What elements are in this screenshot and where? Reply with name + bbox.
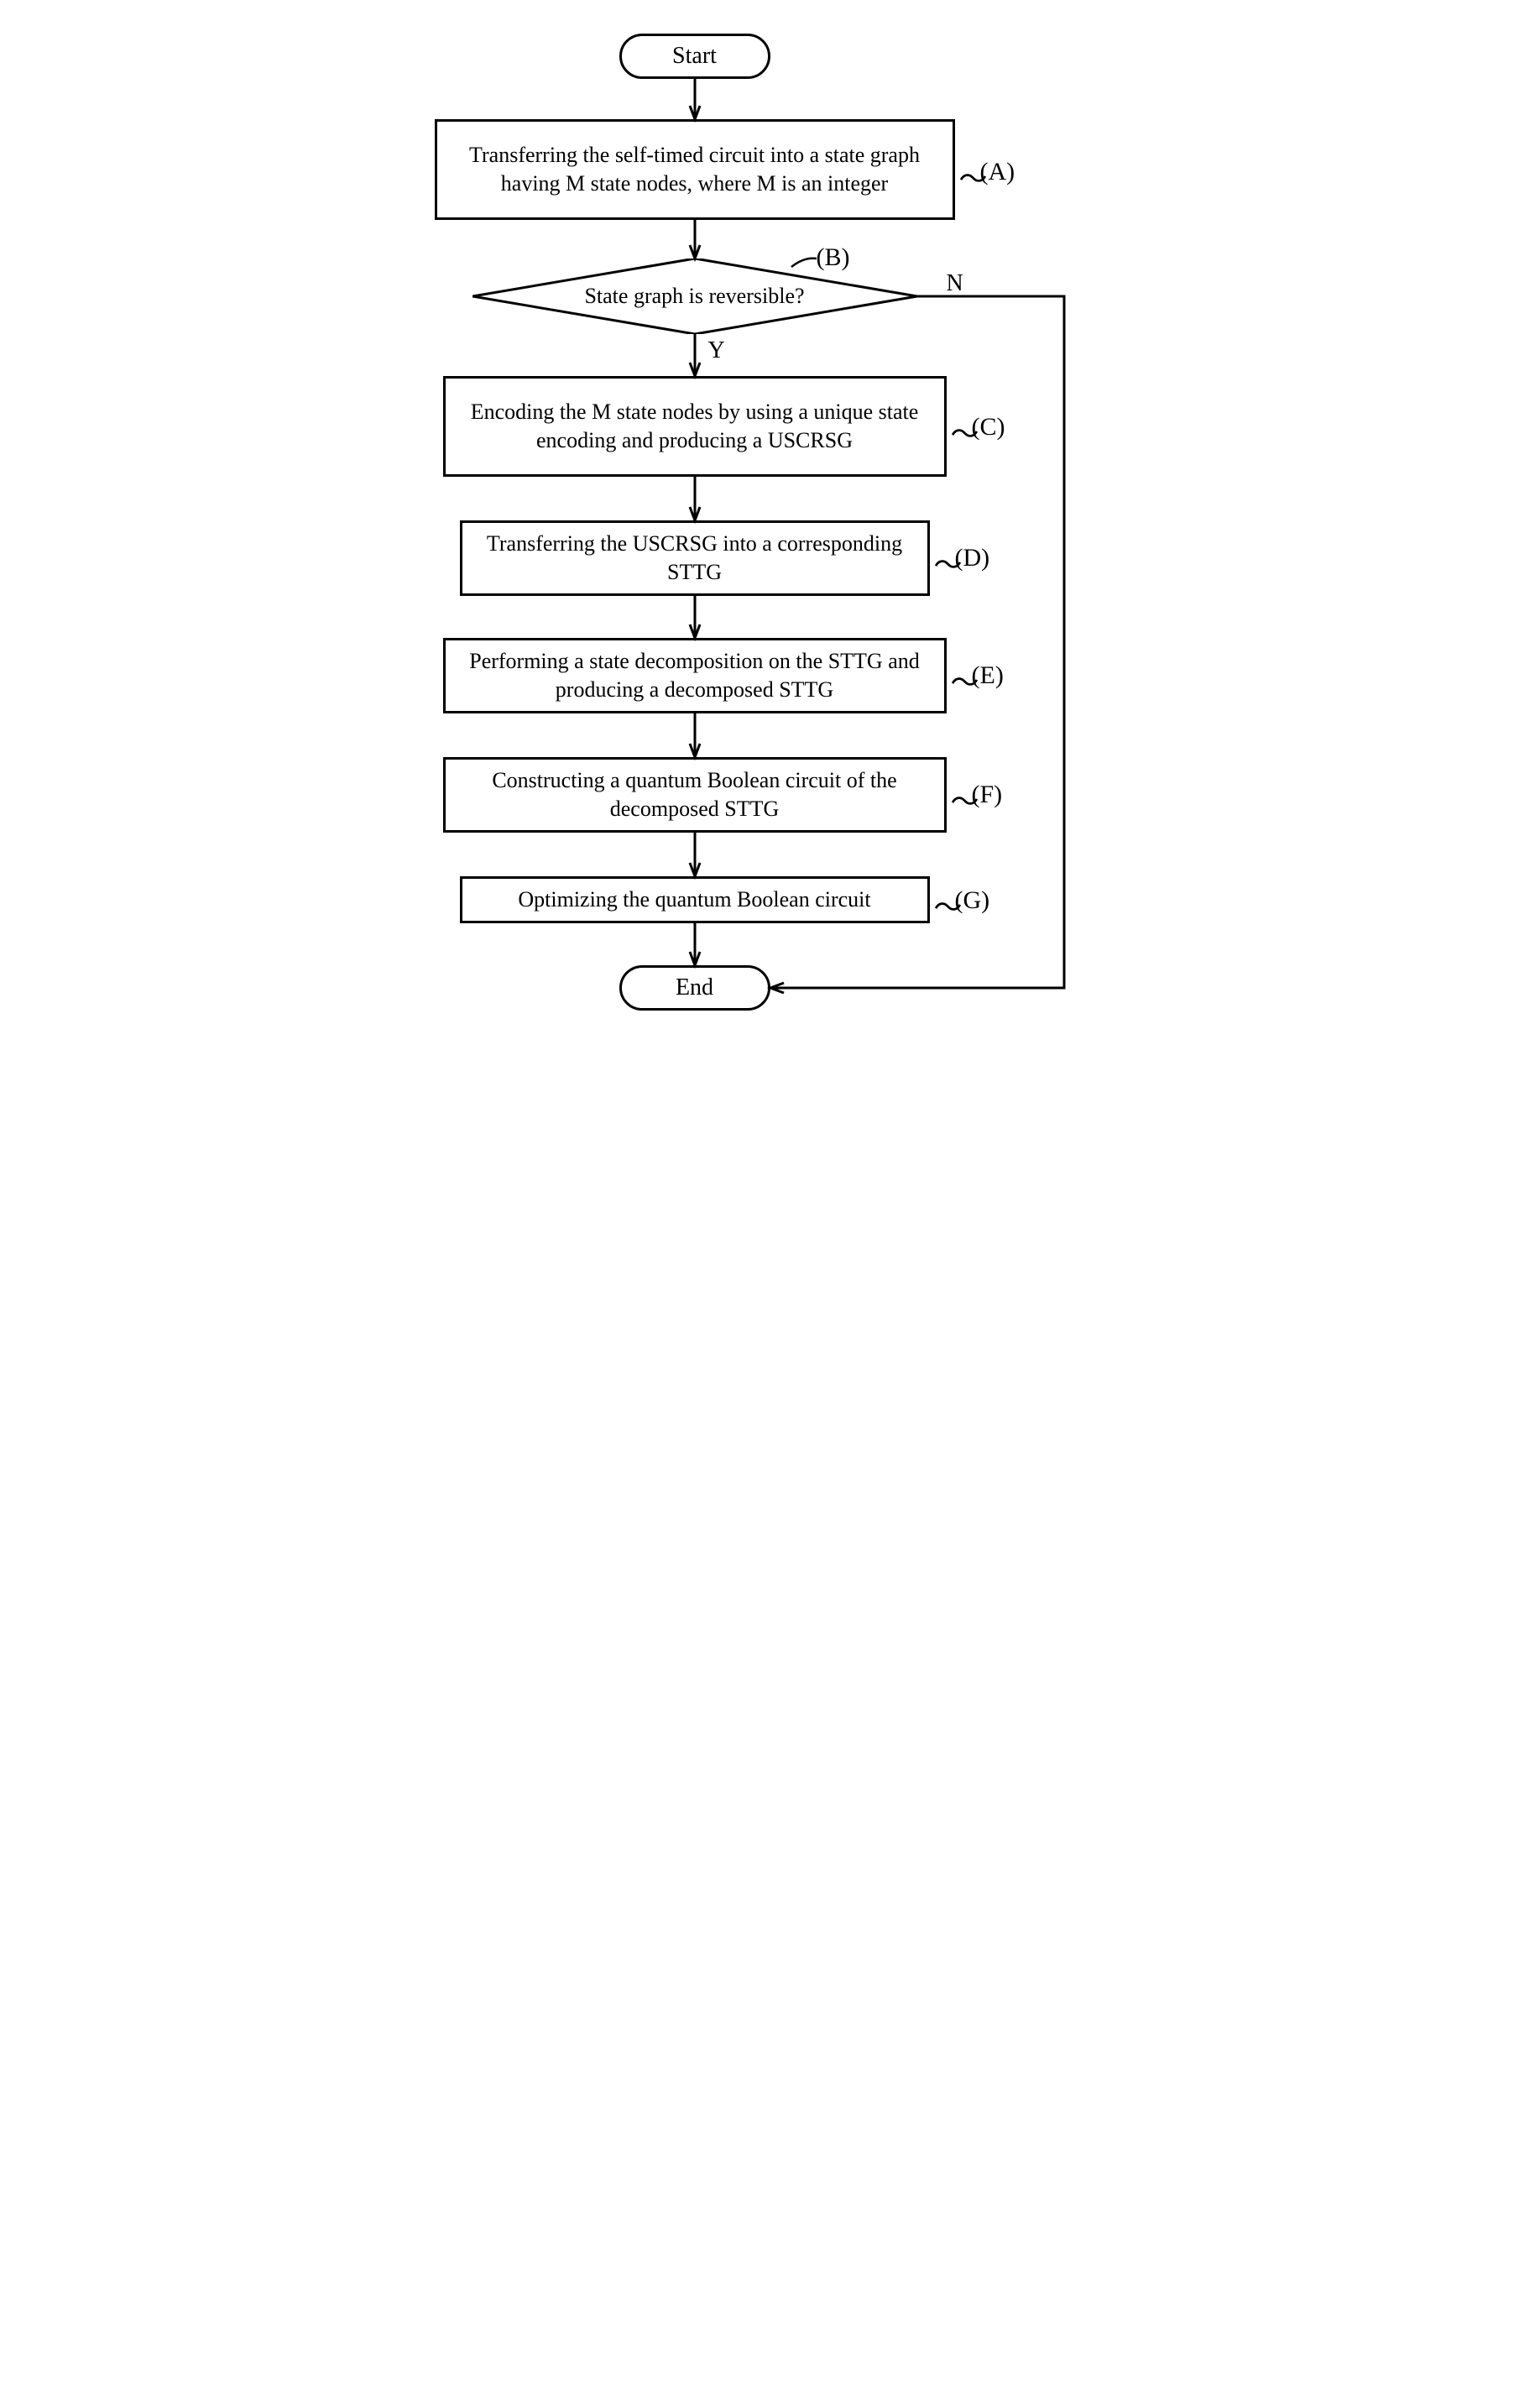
label-G: (G) bbox=[955, 886, 990, 915]
process-E-text: Performing a state decomposition on the … bbox=[462, 647, 927, 704]
process-A: Transferring the self-timed circuit into… bbox=[435, 119, 955, 220]
edge-label-Y: Y bbox=[708, 337, 725, 364]
process-G: Optimizing the quantum Boolean circuit bbox=[460, 876, 930, 923]
start-node: Start bbox=[619, 34, 770, 79]
edge-label-N: N bbox=[947, 270, 963, 297]
label-A: (A) bbox=[980, 158, 1015, 186]
start-label: Start bbox=[672, 41, 717, 71]
process-C: Encoding the M state nodes by using a un… bbox=[443, 376, 947, 477]
label-D: (D) bbox=[955, 544, 990, 572]
process-D: Transferring the USCRSG into a correspon… bbox=[460, 520, 930, 596]
end-node: End bbox=[619, 965, 770, 1011]
end-label: End bbox=[676, 973, 713, 1003]
decision-B: State graph is reversible? bbox=[472, 259, 917, 334]
label-B: (B) bbox=[817, 243, 850, 272]
process-C-text: Encoding the M state nodes by using a un… bbox=[462, 398, 927, 455]
label-E: (E) bbox=[972, 661, 1004, 690]
process-F-text: Constructing a quantum Boolean circuit o… bbox=[462, 766, 927, 823]
process-E: Performing a state decomposition on the … bbox=[443, 638, 947, 713]
flowchart-canvas: Start Transferring the self-timed circui… bbox=[393, 34, 1148, 1209]
process-F: Constructing a quantum Boolean circuit o… bbox=[443, 757, 947, 833]
process-D-text: Transferring the USCRSG into a correspon… bbox=[479, 530, 911, 587]
label-C: (C) bbox=[972, 413, 1005, 441]
process-A-text: Transferring the self-timed circuit into… bbox=[454, 141, 936, 198]
process-G-text: Optimizing the quantum Boolean circuit bbox=[518, 886, 870, 914]
label-F: (F) bbox=[972, 781, 1003, 809]
